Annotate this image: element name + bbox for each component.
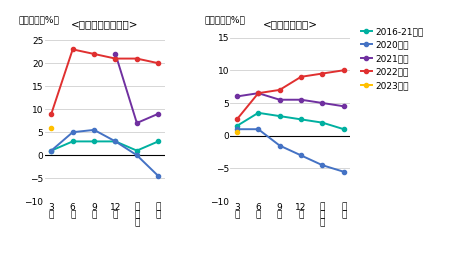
Legend: 2016-21年度, 2020年度, 2021年度, 2022年度, 2023年度: 2016-21年度, 2020年度, 2021年度, 2022年度, 2023年… xyxy=(361,27,423,90)
Title: <ソフトフェア投資>: <ソフトフェア投資> xyxy=(71,19,139,29)
Text: （前年度比%）: （前年度比%） xyxy=(204,15,245,24)
Title: <研究開発投資>: <研究開発投資> xyxy=(263,19,318,29)
Text: （前年度比%）: （前年度比%） xyxy=(18,15,59,24)
